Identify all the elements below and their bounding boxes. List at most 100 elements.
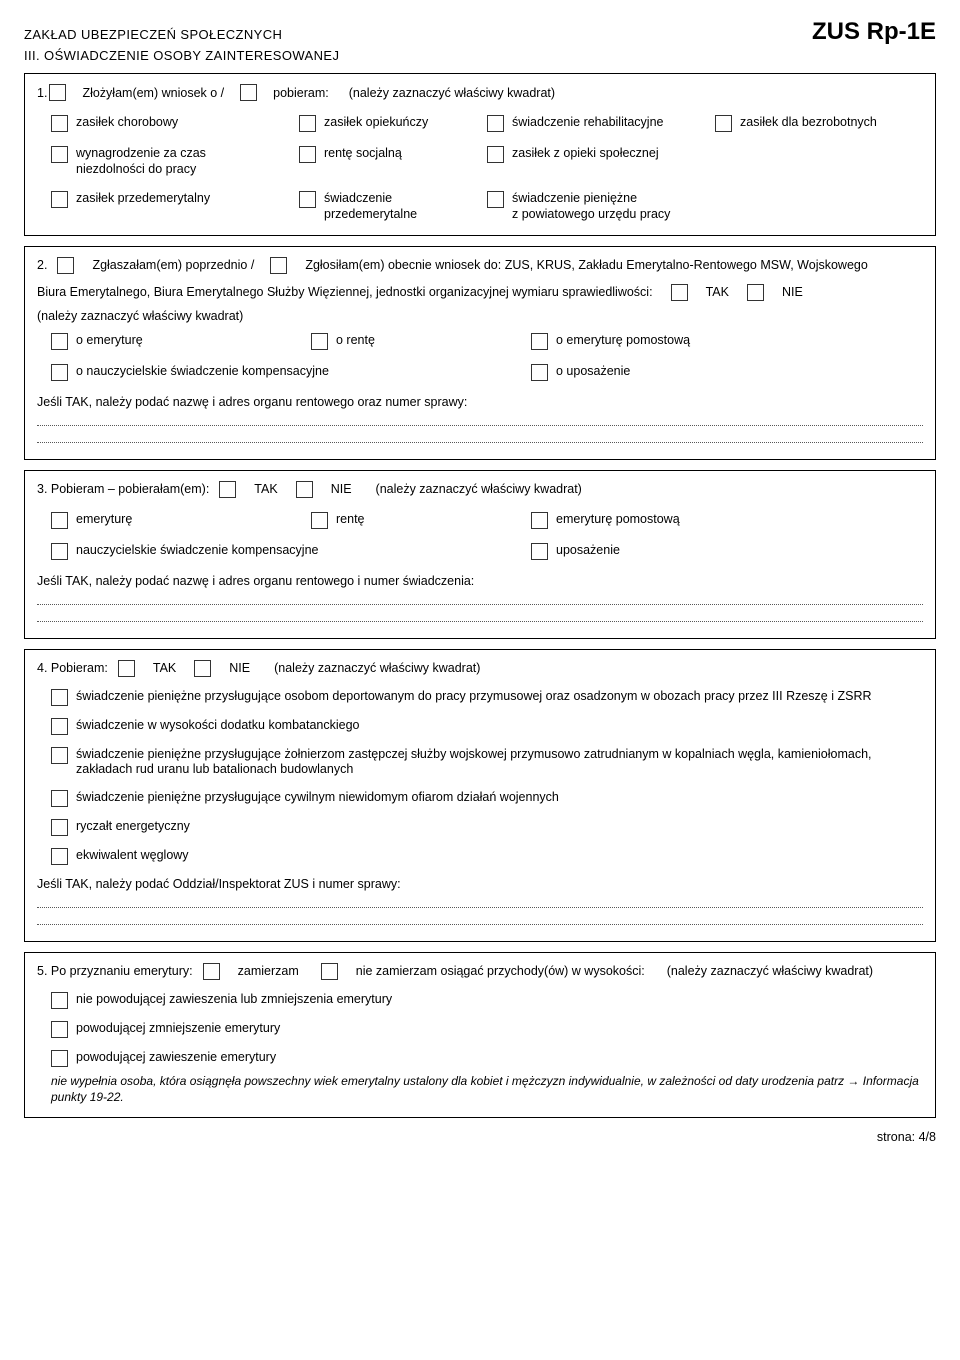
q5-hint: (należy zaznaczyć właściwy kwadrat) [667,964,873,978]
q1-opt-0[interactable] [51,115,68,132]
q3-input-line-2[interactable] [37,621,923,622]
q3-opt-naucz[interactable] [51,543,68,560]
q3-input-line-1[interactable] [37,604,923,605]
q2-opt-naucz-label: o nauczycielskie świadczenie kompensacyj… [76,364,329,378]
q1-opt-8-label: zasiłek przedemerytalny [76,191,210,207]
q5-lead: 5. Po przyznaniu emerytury: [37,964,193,978]
q1-opt-3-label: zasiłek dla bezrobotnych [740,115,877,131]
q1-opt-2[interactable] [487,115,504,132]
q4-opt-1-label: świadczenie w wysokości dodatku kombatan… [76,718,359,734]
q2-opt-pomostowa-label: o emeryturę pomostową [556,333,690,347]
q4-input-line-1[interactable] [37,907,923,908]
q1-opt-6[interactable] [487,146,504,163]
q4-after: Jeśli TAK, należy podać Oddział/Inspekto… [37,877,923,891]
q2-input-line-1[interactable] [37,425,923,426]
q5-zamierzam-label: zamierzam [238,964,299,978]
q4-opt-0[interactable] [51,689,68,706]
q3-nie[interactable] [296,481,313,498]
q2-opt-renta[interactable] [311,333,328,350]
q3-opt-uposazenie-label: uposażenie [556,543,620,557]
q5-sub-0[interactable] [51,992,68,1009]
q4-opt-0-label: świadczenie pieniężne przysługujące osob… [76,689,872,705]
q5-opt-zamierzam[interactable] [203,963,220,980]
q4-nie[interactable] [194,660,211,677]
q5-footnote: nie wypełnia osoba, która osiągnęła pows… [51,1073,923,1105]
q1-opt-6-label: zasiłek z opieki społecznej [512,146,659,162]
q1-opt-1[interactable] [299,115,316,132]
q1-box: 1. Złożyłam(em) wniosek o / pobieram: (n… [24,73,936,236]
q4-opt-3[interactable] [51,790,68,807]
q2-tak[interactable] [671,284,688,301]
org-name: ZAKŁAD UBEZPIECZEŃ SPOŁECZNYCH [24,27,282,42]
q2-checkbox-now[interactable] [270,257,287,274]
page-number: strona: 4/8 [24,1130,936,1144]
q1-opt-8[interactable] [51,191,68,208]
q2-hint: (należy zaznaczyć właściwy kwadrat) [37,309,923,323]
q2-opt-uposazenie-label: o uposażenie [556,364,630,378]
q2-box: 2. Zgłaszałam(em) poprzednio / Zgłosiłam… [24,246,936,460]
q3-opt-uposazenie[interactable] [531,543,548,560]
q4-lead: 4. Pobieram: [37,661,108,675]
q3-opt-emerytura-label: emeryturę [76,512,132,526]
q1-opt-5-label: rentę socjalną [324,146,402,162]
q4-nie-label: NIE [229,661,250,675]
q1-opt-1-label: zasiłek opiekuńczy [324,115,428,131]
q1-opt-9[interactable] [299,191,316,208]
q4-input-line-2[interactable] [37,924,923,925]
q1-hint: (należy zaznaczyć właściwy kwadrat) [349,86,555,100]
q4-opt-4[interactable] [51,819,68,836]
q4-tak[interactable] [118,660,135,677]
q1-opt-10-label: świadczenie pieniężne z powiatowego urzę… [512,191,687,222]
q1-opt-3[interactable] [715,115,732,132]
q1-opt-0-label: zasiłek chorobowy [76,115,178,131]
q5-sub-1[interactable] [51,1021,68,1038]
q5-box: 5. Po przyznaniu emerytury: zamierzam ni… [24,952,936,1118]
q2-tak-label: TAK [706,285,729,299]
q2-opt-renta-label: o rentę [336,333,375,347]
q3-opt-naucz-label: nauczycielskie świadczenie kompensacyjne [76,543,318,557]
q3-opt-emerytura[interactable] [51,512,68,529]
q3-opt-pomostowa-label: emeryturę pomostową [556,512,680,526]
q4-opt-4-label: ryczałt energetyczny [76,819,190,835]
q3-after: Jeśli TAK, należy podać nazwę i adres or… [37,574,923,588]
q2-line2: Biura Emerytalnego, Biura Emerytalnego S… [37,285,653,299]
q1-lead-1: Złożyłam(em) wniosek o / [82,86,224,100]
q1-checkbox-submitted[interactable] [49,84,66,101]
q4-opt-1[interactable] [51,718,68,735]
q1-checkbox-receiving[interactable] [240,84,257,101]
q1-lead-2: pobieram: [273,86,329,100]
q2-nie[interactable] [747,284,764,301]
q3-box: 3. Pobieram – pobierałam(em): TAK NIE (n… [24,470,936,639]
q3-nie-label: NIE [331,482,352,496]
q2-checkbox-prev[interactable] [57,257,74,274]
q1-opt-4[interactable] [51,146,68,163]
q4-opt-5-label: ekwiwalent węglowy [76,848,189,864]
q1-opt-4-label: wynagrodzenie za czas niezdolności do pr… [76,146,271,177]
q5-sub-2[interactable] [51,1050,68,1067]
q2-opt-emerytura[interactable] [51,333,68,350]
q2-opt-pomostowa[interactable] [531,333,548,350]
q4-opt-5[interactable] [51,848,68,865]
q2-opt-naucz[interactable] [51,364,68,381]
q4-opt-2[interactable] [51,747,68,764]
q4-opt-2-label: świadczenie pieniężne przysługujące żołn… [76,747,923,778]
q2-after: Jeśli TAK, należy podać nazwę i adres or… [37,395,923,409]
q3-opt-renta[interactable] [311,512,328,529]
q1-opt-9-label: świadczenie przedemerytalne [324,191,459,222]
q3-tak-label: TAK [254,482,277,496]
q4-opt-3-label: świadczenie pieniężne przysługujące cywi… [76,790,559,806]
q3-opt-renta-label: rentę [336,512,365,526]
q1-opt-5[interactable] [299,146,316,163]
section-header: III. OŚWIADCZENIE OSOBY ZAINTERESOWANEJ [24,48,936,63]
q2-lead-1: Zgłaszałam(em) poprzednio / [92,258,254,272]
q4-hint: (należy zaznaczyć właściwy kwadrat) [274,661,480,675]
q3-tak[interactable] [219,481,236,498]
q2-number: 2. [37,258,47,272]
q2-lead-2: Zgłosiłam(em) obecnie wniosek do: ZUS, K… [305,258,868,272]
q1-opt-10[interactable] [487,191,504,208]
q2-opt-uposazenie[interactable] [531,364,548,381]
q3-opt-pomostowa[interactable] [531,512,548,529]
q2-input-line-2[interactable] [37,442,923,443]
q3-hint: (należy zaznaczyć właściwy kwadrat) [376,482,582,496]
q5-opt-nie-zamierzam[interactable] [321,963,338,980]
